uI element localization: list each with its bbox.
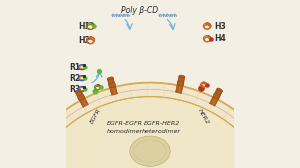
Ellipse shape (17, 149, 22, 154)
Text: HER2: HER2 (197, 108, 210, 125)
Ellipse shape (217, 88, 223, 92)
Polygon shape (262, 138, 277, 150)
Ellipse shape (109, 82, 115, 88)
Text: EGFR: EGFR (89, 108, 102, 125)
Text: H1: H1 (79, 22, 90, 31)
Polygon shape (110, 78, 116, 95)
Ellipse shape (177, 80, 184, 86)
Polygon shape (16, 149, 32, 159)
Ellipse shape (75, 89, 81, 93)
Ellipse shape (179, 77, 184, 81)
Ellipse shape (109, 79, 113, 83)
Text: Poly β-CD: Poly β-CD (121, 6, 158, 15)
Ellipse shape (267, 139, 274, 146)
Polygon shape (212, 90, 221, 106)
Polygon shape (22, 97, 278, 168)
Text: homodimer: homodimer (107, 129, 143, 134)
Polygon shape (260, 136, 278, 151)
Ellipse shape (214, 93, 220, 99)
Polygon shape (75, 90, 88, 107)
Text: heterodimer: heterodimer (142, 129, 181, 134)
Text: H2: H2 (79, 36, 90, 45)
Polygon shape (209, 89, 223, 106)
Text: R1: R1 (69, 63, 80, 72)
Ellipse shape (274, 136, 278, 141)
Polygon shape (107, 78, 118, 95)
Ellipse shape (77, 91, 82, 96)
Polygon shape (15, 147, 33, 161)
Polygon shape (77, 90, 87, 106)
Text: R2: R2 (69, 74, 80, 83)
Ellipse shape (179, 75, 185, 78)
Text: R3: R3 (69, 85, 80, 94)
Text: EGFR-EGFR: EGFR-EGFR (107, 121, 143, 126)
Polygon shape (176, 76, 185, 94)
Ellipse shape (20, 153, 27, 158)
Ellipse shape (20, 150, 26, 157)
Polygon shape (178, 76, 183, 93)
Ellipse shape (267, 143, 274, 149)
Text: H3: H3 (214, 22, 226, 31)
Ellipse shape (107, 77, 113, 80)
Ellipse shape (271, 138, 276, 143)
Text: H4: H4 (214, 34, 226, 43)
Ellipse shape (130, 136, 170, 166)
Text: EGFR-HER2: EGFR-HER2 (144, 121, 180, 126)
Ellipse shape (15, 147, 19, 153)
Ellipse shape (216, 90, 221, 95)
Ellipse shape (78, 94, 84, 100)
